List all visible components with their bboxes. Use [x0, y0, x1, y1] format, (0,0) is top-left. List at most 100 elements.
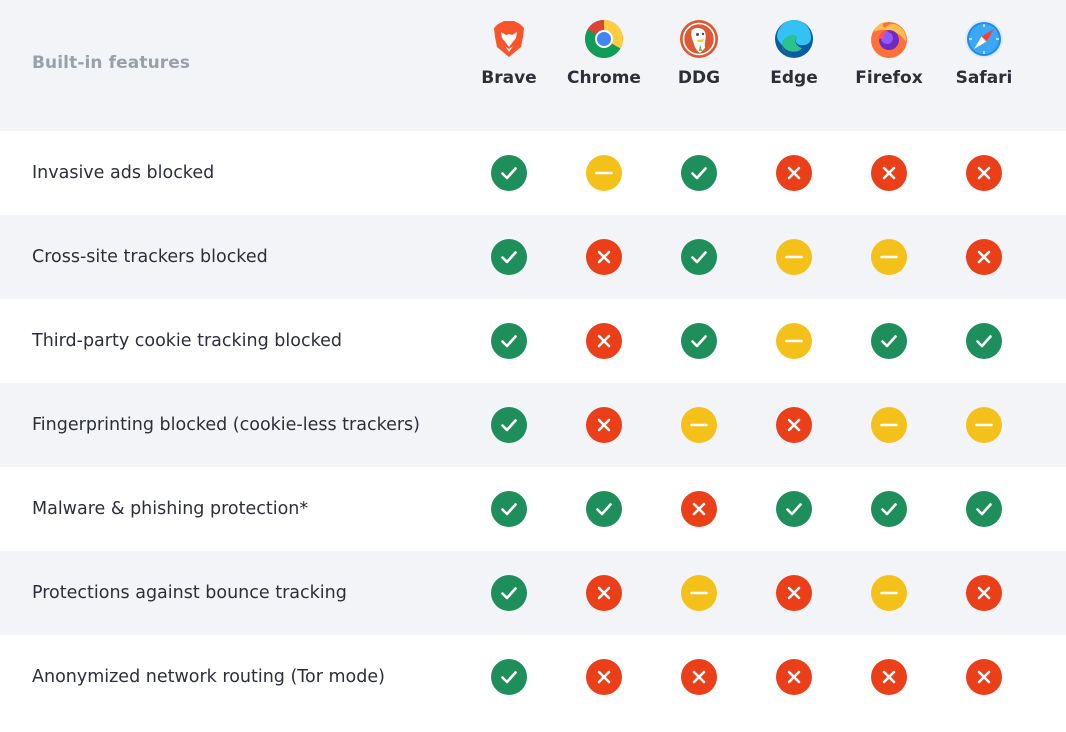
x-circle-icon — [586, 407, 622, 443]
status-cell-brave — [491, 239, 527, 275]
browser-name-ddg: DDG — [677, 68, 721, 88]
feature-label: Anonymized network routing (Tor mode) — [32, 667, 385, 687]
check-circle-icon — [871, 491, 907, 527]
status-cell-safari — [966, 491, 1002, 527]
status-cell-edge — [776, 407, 812, 443]
status-cell-safari — [966, 575, 1002, 611]
status-cell-ddg — [681, 491, 717, 527]
check-circle-icon — [871, 323, 907, 359]
status-cell-ddg — [681, 239, 717, 275]
status-cell-brave — [491, 575, 527, 611]
status-cell-brave — [491, 323, 527, 359]
status-cell-ddg — [681, 155, 717, 191]
minus-circle-icon — [681, 575, 717, 611]
feature-label: Malware & phishing protection* — [32, 499, 309, 519]
table-row: Fingerprinting blocked (cookie-less trac… — [0, 383, 1066, 467]
status-cell-edge — [776, 323, 812, 359]
status-cell-edge — [776, 575, 812, 611]
x-circle-icon — [966, 239, 1002, 275]
x-circle-icon — [586, 575, 622, 611]
table-row: Third-party cookie tracking blocked — [0, 299, 1066, 383]
status-cell-edge — [776, 491, 812, 527]
x-circle-icon — [586, 239, 622, 275]
status-cell-ddg — [681, 407, 717, 443]
x-circle-icon — [966, 575, 1002, 611]
browser-column-firefox: Firefox — [844, 18, 934, 88]
status-cell-chrome — [586, 575, 622, 611]
status-cell-chrome — [586, 239, 622, 275]
status-cell-chrome — [586, 155, 622, 191]
status-cell-ddg — [681, 659, 717, 695]
status-cell-safari — [966, 323, 1002, 359]
browser-column-safari: Safari — [939, 18, 1029, 88]
status-cell-chrome — [586, 407, 622, 443]
feature-label: Third-party cookie tracking blocked — [32, 331, 342, 351]
status-cell-safari — [966, 155, 1002, 191]
check-circle-icon — [491, 155, 527, 191]
x-circle-icon — [776, 575, 812, 611]
firefox-logo-icon — [871, 22, 907, 58]
table-row: Cross-site trackers blocked — [0, 215, 1066, 299]
x-circle-icon — [586, 659, 622, 695]
status-cell-ddg — [681, 323, 717, 359]
status-cell-firefox — [871, 323, 907, 359]
status-cell-firefox — [871, 659, 907, 695]
status-cell-firefox — [871, 491, 907, 527]
check-circle-icon — [776, 491, 812, 527]
minus-circle-icon — [871, 575, 907, 611]
x-circle-icon — [681, 659, 717, 695]
x-circle-icon — [586, 323, 622, 359]
status-cell-firefox — [871, 155, 907, 191]
table-body: Invasive ads blocked Cross-site trackers … — [0, 131, 1066, 719]
table-row: Invasive ads blocked — [0, 131, 1066, 215]
browser-name-chrome: Chrome — [567, 68, 641, 88]
minus-circle-icon — [681, 407, 717, 443]
check-circle-icon — [491, 659, 527, 695]
check-circle-icon — [681, 239, 717, 275]
status-cell-edge — [776, 155, 812, 191]
status-cell-ddg — [681, 575, 717, 611]
minus-circle-icon — [776, 239, 812, 275]
status-cell-brave — [491, 407, 527, 443]
check-circle-icon — [491, 407, 527, 443]
x-circle-icon — [966, 659, 1002, 695]
browser-name-edge: Edge — [770, 68, 818, 88]
x-circle-icon — [776, 407, 812, 443]
table-header: Built-in features Brave Chrome — [0, 0, 1066, 131]
status-cell-edge — [776, 239, 812, 275]
check-circle-icon — [681, 155, 717, 191]
status-cell-brave — [491, 155, 527, 191]
x-circle-icon — [776, 659, 812, 695]
status-cell-safari — [966, 239, 1002, 275]
duckduckgo-logo-icon — [680, 20, 718, 58]
header-title: Built-in features — [32, 53, 191, 73]
chrome-logo-icon — [585, 20, 623, 58]
feature-label: Fingerprinting blocked (cookie-less trac… — [32, 415, 420, 435]
status-cell-brave — [491, 659, 527, 695]
status-cell-firefox — [871, 575, 907, 611]
browser-name-safari: Safari — [955, 68, 1013, 88]
status-cell-chrome — [586, 491, 622, 527]
edge-logo-icon — [775, 19, 813, 58]
x-circle-icon — [871, 155, 907, 191]
check-circle-icon — [966, 491, 1002, 527]
x-circle-icon — [776, 155, 812, 191]
brave-logo-icon — [494, 21, 524, 57]
table-row: Anonymized network routing (Tor mode) — [0, 635, 1066, 719]
minus-circle-icon — [871, 407, 907, 443]
safari-logo-icon — [965, 20, 1003, 58]
status-cell-chrome — [586, 323, 622, 359]
feature-label: Protections against bounce tracking — [32, 583, 347, 603]
browser-column-chrome: Chrome — [559, 18, 649, 88]
feature-label: Cross-site trackers blocked — [32, 247, 268, 267]
minus-circle-icon — [776, 323, 812, 359]
status-cell-safari — [966, 407, 1002, 443]
table-row: Protections against bounce tracking — [0, 551, 1066, 635]
check-circle-icon — [966, 323, 1002, 359]
browser-column-edge: Edge — [749, 18, 839, 88]
status-cell-brave — [491, 491, 527, 527]
check-circle-icon — [586, 491, 622, 527]
status-cell-firefox — [871, 239, 907, 275]
browser-column-ddg: DDG — [654, 18, 744, 88]
table-row: Malware & phishing protection* — [0, 467, 1066, 551]
